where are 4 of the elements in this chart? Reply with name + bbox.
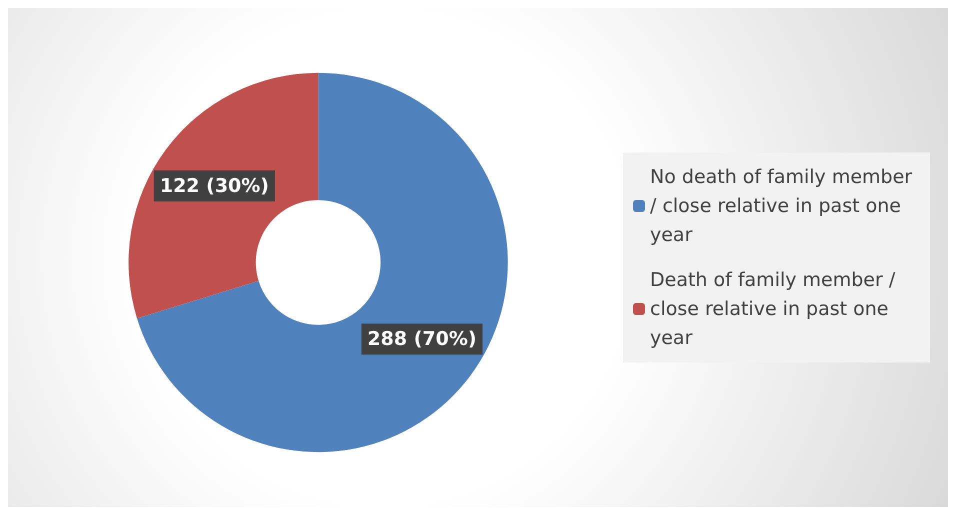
legend-label: Death of family member / close relative in past one year: [650, 269, 902, 349]
legend-label: No death of family member / close relative in past one year: [650, 166, 918, 246]
data-label: 122 (30%): [160, 174, 269, 197]
data-label: 288 (70%): [367, 328, 477, 350]
